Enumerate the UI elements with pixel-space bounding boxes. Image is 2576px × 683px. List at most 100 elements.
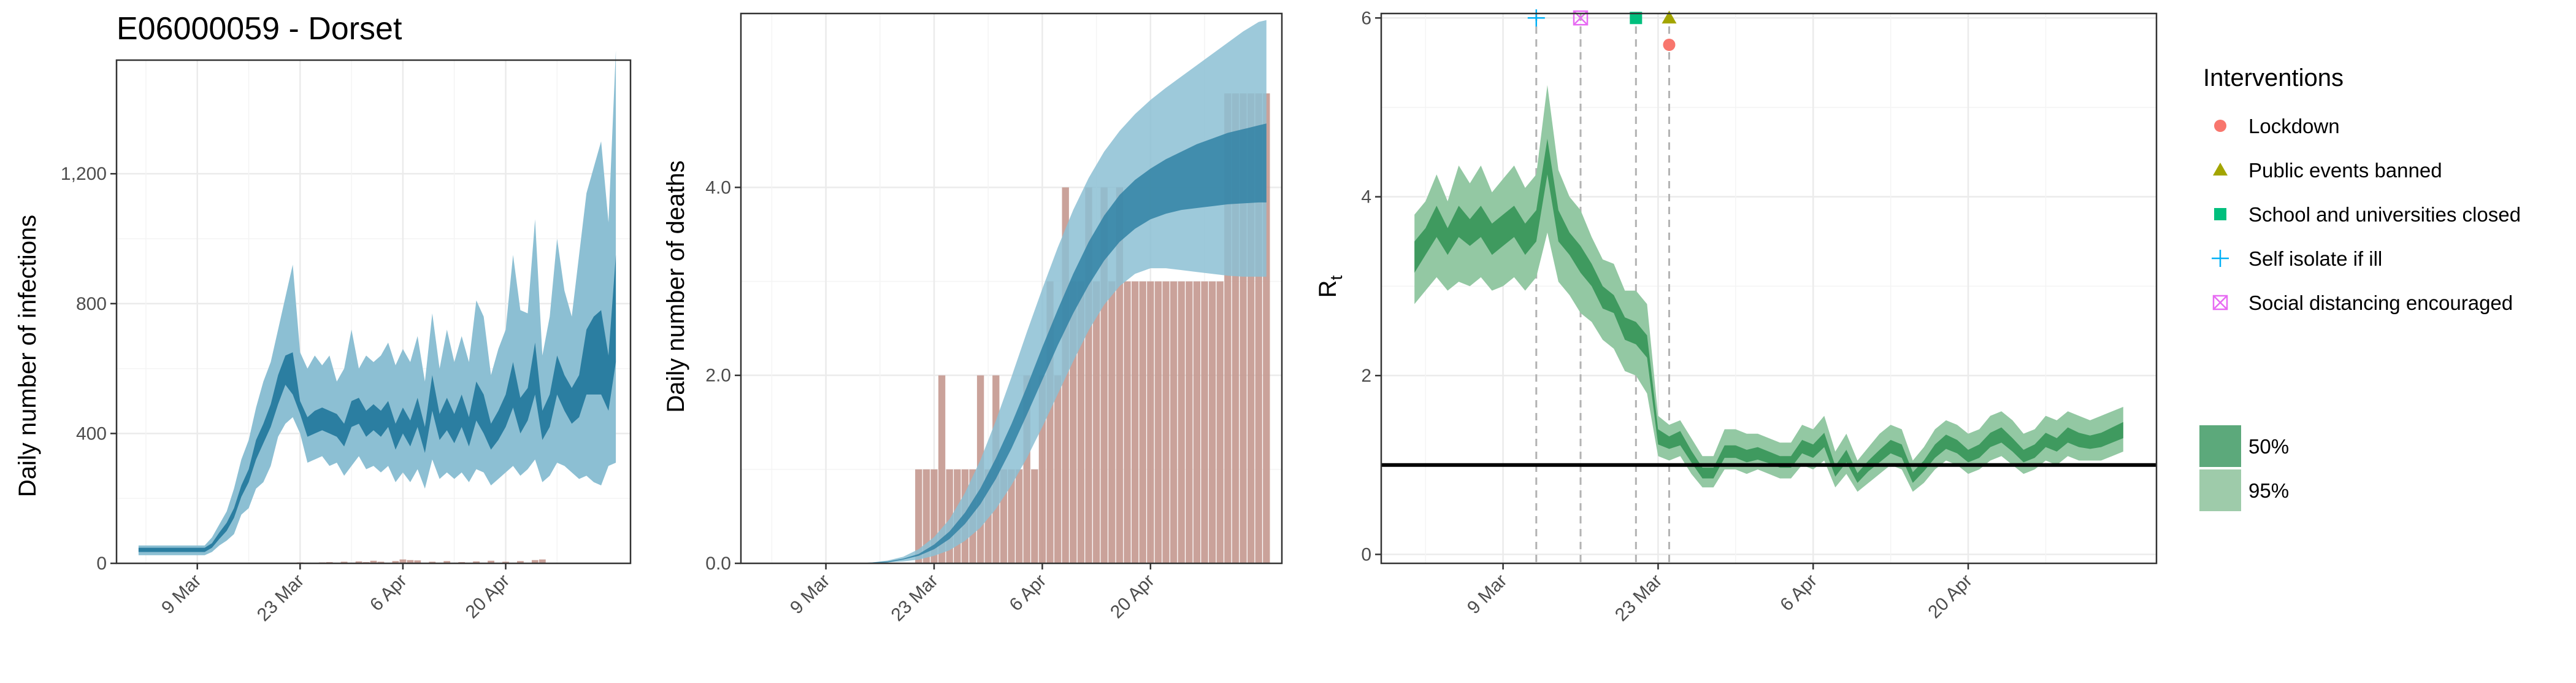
observed-bar <box>1000 469 1008 563</box>
x-tick-labels: 9 Mar 23 Mar 6 Apr 20 Apr <box>158 563 513 625</box>
observed-bar <box>1124 281 1131 563</box>
observed-bar <box>1208 281 1216 563</box>
observed-bar <box>1240 93 1247 563</box>
observed-bar <box>539 559 546 563</box>
legend-marker <box>2214 120 2226 132</box>
observed-bar <box>355 561 362 563</box>
observed-bar <box>1116 187 1124 563</box>
observed-bar <box>1216 281 1224 563</box>
y-tick-label: 4.0 <box>705 177 731 198</box>
legend-label: 95% <box>2248 479 2289 502</box>
observed-bar <box>1201 281 1208 563</box>
legend-label: 50% <box>2248 435 2289 458</box>
legend-label: Self isolate if ill <box>2248 247 2382 270</box>
legend-label: School and universities closed <box>2248 203 2521 226</box>
observed-bar <box>517 561 524 563</box>
observed-bar <box>1247 93 1255 563</box>
band-50pct <box>138 255 616 552</box>
observed-bar <box>1139 281 1146 563</box>
legend-swatch <box>2199 425 2241 467</box>
grid <box>117 60 631 565</box>
observed-bar <box>1054 375 1062 563</box>
observed-bar <box>1092 281 1100 563</box>
interval-bands <box>138 50 616 555</box>
observed-bar <box>377 561 385 563</box>
observed-bar <box>399 559 407 563</box>
x-tick-label: 6 Apr <box>366 571 411 615</box>
observed-bar <box>915 469 922 563</box>
x-tick-label: 20 Apr <box>1924 571 1976 623</box>
observed-bar <box>1108 281 1116 563</box>
legend: Interventions Lockdown Public events bann… <box>2199 64 2521 511</box>
observed-bar <box>531 560 539 563</box>
x-tick-labels: 9 Mar 23 Mar 6 Apr 20 Apr <box>1463 563 1976 625</box>
observed-bar <box>1255 93 1262 563</box>
legend-interventions: Lockdown Public events banned School and u… <box>2212 115 2521 314</box>
panel-frame <box>115 59 632 565</box>
legend-marker <box>2213 163 2228 176</box>
observed-bar <box>1131 281 1139 563</box>
y-tick-label: 800 <box>76 294 107 314</box>
observed-bar <box>1046 281 1054 563</box>
panel-frame <box>1380 12 2158 565</box>
observed-bar <box>1100 187 1108 563</box>
observed-bar <box>502 561 509 563</box>
observed-bar <box>946 469 953 563</box>
x-tick-label: 9 Mar <box>1463 571 1511 619</box>
observed-bar <box>407 560 414 563</box>
observed-bar <box>1008 469 1015 563</box>
observed-bar <box>1070 281 1077 563</box>
x-tick-label: 23 Mar <box>1611 571 1666 625</box>
y-tick-labels: 0.0 2.0 4.0 <box>705 177 741 574</box>
observed-bar <box>392 561 399 563</box>
band-95pct <box>1414 85 2123 492</box>
y-tick-label: 4 <box>1361 187 1371 207</box>
legend-title: Interventions <box>2203 64 2344 91</box>
observed-bar <box>370 560 377 563</box>
x-tick-label: 23 Mar <box>887 571 942 625</box>
observed-bar <box>414 560 421 563</box>
y-tick-labels: 0 2 4 6 <box>1361 8 1381 565</box>
rt-symbol: R <box>1314 280 1341 298</box>
x-tick-label: 9 Mar <box>158 571 205 619</box>
interval-bands <box>1414 85 2123 492</box>
observed-bar <box>1077 281 1085 563</box>
y-tick-label: 2 <box>1361 366 1371 386</box>
y-axis-title: Daily number of deaths <box>662 160 689 412</box>
y-tick-labels: 0 400 800 1,200 <box>61 164 117 574</box>
observed-bar <box>1232 93 1240 563</box>
panel-title: E06000059 - Dorset <box>117 11 402 47</box>
band-95pct <box>764 20 1267 563</box>
observed-bar <box>1023 375 1030 563</box>
observed-bar <box>1154 281 1162 563</box>
legend-marker <box>2212 295 2228 311</box>
observed-bar <box>1178 281 1185 563</box>
interval-bands <box>764 20 1267 563</box>
observed-bar <box>1038 375 1046 563</box>
rt-subscript: t <box>1327 275 1346 280</box>
y-tick-label: 400 <box>76 423 107 444</box>
observed-bar <box>340 561 348 563</box>
observed-bar <box>1162 281 1170 563</box>
panel-frame <box>740 12 1283 565</box>
x-tick-label: 9 Mar <box>786 571 834 619</box>
x-tick-label: 20 Apr <box>462 571 514 623</box>
y-tick-label: 0 <box>1361 544 1371 565</box>
observed-bars <box>296 559 546 563</box>
observed-bar <box>1263 93 1270 563</box>
observed-bar <box>473 561 480 563</box>
x-tick-label: 6 Apr <box>1005 571 1050 615</box>
observed-bar <box>1015 469 1023 563</box>
intervention-marker <box>1630 12 1643 25</box>
observed-bar <box>930 469 938 563</box>
band-50pct <box>764 123 1267 563</box>
legend-swatch <box>2199 469 2241 511</box>
legend-label: Public events banned <box>2248 159 2442 182</box>
intervention-markers <box>1527 9 1677 51</box>
observed-bar <box>1186 281 1193 563</box>
legend-marker <box>2214 208 2226 220</box>
x-tick-label: 6 Apr <box>1776 571 1821 615</box>
x-tick-label: 20 Apr <box>1106 571 1159 623</box>
deaths-panel: Daily number of deaths 0.0 2.0 4.0 9 Mar 23… <box>662 12 1283 625</box>
